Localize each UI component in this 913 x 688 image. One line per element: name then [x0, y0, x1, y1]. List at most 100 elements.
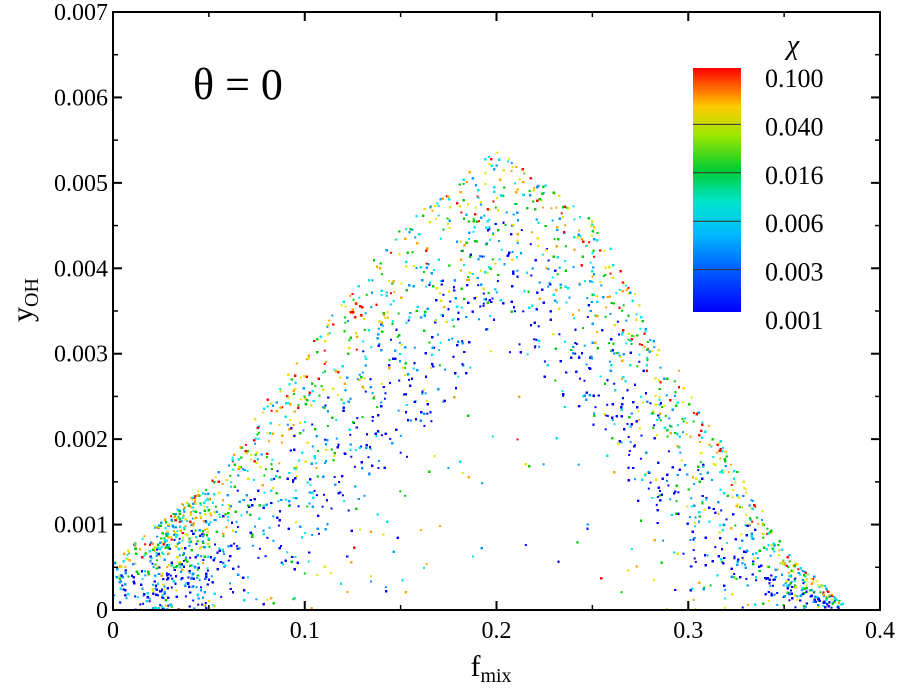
- scatter-point: [668, 417, 671, 420]
- scatter-point: [371, 419, 374, 422]
- scatter-point: [756, 557, 759, 560]
- scatter-point: [235, 520, 238, 523]
- scatter-point: [159, 548, 162, 551]
- scatter-point: [802, 582, 805, 585]
- scatter-point: [252, 479, 255, 481]
- scatter-point: [628, 453, 631, 456]
- scatter-point: [172, 526, 175, 529]
- scatter-point: [658, 416, 661, 419]
- scatter-point: [537, 184, 540, 187]
- scatter-point: [754, 505, 757, 508]
- scatter-point: [477, 284, 480, 287]
- scatter-point: [279, 390, 282, 393]
- scatter-point: [606, 403, 609, 406]
- scatter-point: [623, 282, 625, 285]
- scatter-point: [666, 435, 669, 438]
- scatter-point: [624, 284, 627, 287]
- scatter-point: [618, 333, 620, 336]
- scatter-point: [813, 590, 816, 593]
- scatter-point: [638, 353, 641, 356]
- scatter-point: [803, 581, 806, 583]
- scatter-point: [729, 463, 732, 466]
- scatter-point: [384, 392, 387, 395]
- scatter-point: [304, 397, 307, 400]
- scatter-point: [562, 394, 565, 397]
- scatter-point: [358, 373, 361, 376]
- scatter-point: [335, 437, 338, 440]
- scatter-point: [583, 344, 586, 347]
- scatter-point: [240, 514, 243, 517]
- scatter-point: [588, 241, 591, 244]
- scatter-point: [277, 500, 280, 503]
- scatter-point: [600, 284, 603, 287]
- scatter-point: [535, 338, 538, 341]
- scatter-point: [496, 197, 498, 200]
- scatter-point: [655, 434, 658, 437]
- scatter-point: [236, 547, 239, 550]
- scatter-point: [625, 319, 628, 322]
- scatter-point: [817, 584, 820, 587]
- scatter-point: [745, 551, 748, 554]
- scatter-point: [163, 588, 166, 591]
- scatter-point: [221, 483, 224, 485]
- scatter-point: [355, 348, 358, 351]
- scatter-point: [564, 224, 567, 227]
- scatter-point: [542, 192, 545, 194]
- scatter-point: [735, 577, 738, 580]
- scatter-point: [195, 586, 198, 589]
- scatter-point: [272, 515, 275, 518]
- scatter-point: [341, 494, 344, 497]
- scatter-point: [136, 596, 139, 599]
- scatter-point: [692, 598, 695, 601]
- scatter-point: [543, 360, 546, 363]
- scatter-point: [156, 535, 159, 538]
- scatter-point: [326, 425, 329, 427]
- scatter-point: [167, 573, 170, 576]
- scatter-point: [733, 576, 736, 579]
- scatter-point: [690, 497, 693, 500]
- scatter-point: [761, 510, 764, 512]
- scatter-point: [627, 286, 630, 289]
- scatter-point: [264, 555, 267, 558]
- scatter-point: [542, 463, 545, 466]
- scatter-point: [529, 243, 532, 246]
- scatter-point: [208, 545, 211, 548]
- scatter-point: [724, 588, 727, 591]
- scatter-point: [488, 218, 491, 221]
- scatter-point: [200, 555, 203, 558]
- scatter-point: [526, 353, 529, 356]
- scatter-point: [744, 488, 747, 491]
- scatter-point: [533, 338, 536, 341]
- scatter-point: [577, 463, 580, 466]
- scatter-point: [333, 368, 336, 371]
- scatter-point: [268, 526, 271, 529]
- scatter-point: [649, 402, 652, 405]
- scatter-point: [682, 420, 685, 423]
- scatter-point: [400, 344, 403, 346]
- scatter-point: [333, 476, 336, 478]
- scatter-point: [824, 602, 827, 604]
- scatter-point: [266, 536, 269, 539]
- scatter-point: [467, 276, 470, 278]
- scatter-point: [830, 598, 833, 601]
- scatter-point: [673, 380, 676, 383]
- scatter-point: [656, 353, 658, 356]
- scatter-point: [181, 503, 184, 506]
- scatter-point: [620, 591, 623, 594]
- scatter-point: [551, 219, 554, 222]
- scatter-point: [227, 559, 230, 562]
- scatter-point: [482, 304, 485, 307]
- scatter-point: [377, 460, 380, 462]
- scatter-point: [765, 578, 768, 581]
- scatter-point: [142, 602, 145, 605]
- scatter-point: [692, 538, 695, 541]
- scatter-point: [141, 578, 144, 581]
- scatter-point: [222, 562, 225, 565]
- scatter-point: [541, 253, 544, 256]
- scatter-point: [428, 284, 431, 286]
- scatter-point: [669, 498, 672, 501]
- scatter-point: [364, 390, 367, 393]
- scatter-point: [201, 533, 204, 536]
- scatter-point: [265, 468, 267, 471]
- scatter-point: [712, 456, 715, 458]
